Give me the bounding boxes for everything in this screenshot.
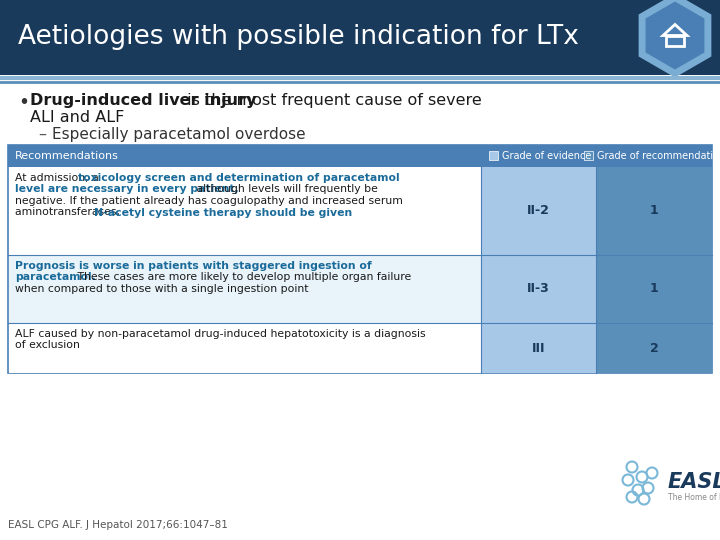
Polygon shape xyxy=(639,0,711,78)
Text: The Home of Hepatology: The Home of Hepatology xyxy=(668,492,720,502)
Text: of exclusion: of exclusion xyxy=(15,341,80,350)
FancyBboxPatch shape xyxy=(481,323,596,373)
FancyBboxPatch shape xyxy=(596,255,712,323)
FancyBboxPatch shape xyxy=(481,255,596,323)
Text: when compared to those with a single ingestion point: when compared to those with a single ing… xyxy=(15,284,308,294)
Text: EASL: EASL xyxy=(668,472,720,492)
FancyBboxPatch shape xyxy=(0,0,720,75)
Text: Prognosis is worse in patients with staggered ingestion of: Prognosis is worse in patients with stag… xyxy=(15,261,372,271)
Text: –: – xyxy=(38,127,46,142)
Text: aminotransferases,: aminotransferases, xyxy=(15,207,124,218)
Text: ALF caused by non-paracetamol drug-induced hepatotoxicity is a diagnosis: ALF caused by non-paracetamol drug-induc… xyxy=(15,329,426,339)
FancyBboxPatch shape xyxy=(596,323,712,373)
Text: level are necessary in every patient,: level are necessary in every patient, xyxy=(15,185,239,194)
Text: III: III xyxy=(532,341,545,354)
Text: Especially paracetamol overdose: Especially paracetamol overdose xyxy=(52,127,305,142)
Text: Aetiologies with possible indication for LTx: Aetiologies with possible indication for… xyxy=(18,24,579,51)
Text: although levels will frequently be: although levels will frequently be xyxy=(193,185,378,194)
Text: 2: 2 xyxy=(649,341,658,354)
Text: Recommendations: Recommendations xyxy=(15,151,119,161)
FancyBboxPatch shape xyxy=(9,167,481,255)
FancyBboxPatch shape xyxy=(8,145,712,167)
FancyBboxPatch shape xyxy=(596,167,712,255)
Text: 1: 1 xyxy=(649,282,658,295)
Polygon shape xyxy=(646,2,704,70)
Text: 1: 1 xyxy=(649,205,658,218)
FancyBboxPatch shape xyxy=(9,323,481,373)
FancyBboxPatch shape xyxy=(9,255,481,323)
Text: Grade of recommendation: Grade of recommendation xyxy=(597,151,720,161)
Text: negative. If the patient already has coagulopathy and increased serum: negative. If the patient already has coa… xyxy=(15,196,403,206)
Text: Drug-induced liver injury: Drug-induced liver injury xyxy=(30,93,256,108)
FancyBboxPatch shape xyxy=(489,151,498,160)
Text: toxicology screen and determination of paracetamol: toxicology screen and determination of p… xyxy=(78,173,400,183)
Text: EASL CPG ALF. J Hepatol 2017;66:1047–81: EASL CPG ALF. J Hepatol 2017;66:1047–81 xyxy=(8,520,228,530)
Text: ALI and ALF: ALI and ALF xyxy=(30,110,125,125)
Text: is the most frequent cause of severe: is the most frequent cause of severe xyxy=(182,93,482,108)
Text: Grade of evidence: Grade of evidence xyxy=(502,151,591,161)
Text: These cases are more likely to develop multiple organ failure: These cases are more likely to develop m… xyxy=(74,273,411,282)
FancyBboxPatch shape xyxy=(8,145,712,373)
FancyBboxPatch shape xyxy=(481,167,596,255)
Text: II-3: II-3 xyxy=(527,282,550,295)
FancyBboxPatch shape xyxy=(584,151,593,160)
Text: •: • xyxy=(18,93,29,112)
Text: II-2: II-2 xyxy=(527,205,550,218)
Text: At admission, a: At admission, a xyxy=(15,173,102,183)
Text: N-acetyl cysteine therapy should be given: N-acetyl cysteine therapy should be give… xyxy=(94,207,352,218)
Text: paracetamol.: paracetamol. xyxy=(15,273,96,282)
